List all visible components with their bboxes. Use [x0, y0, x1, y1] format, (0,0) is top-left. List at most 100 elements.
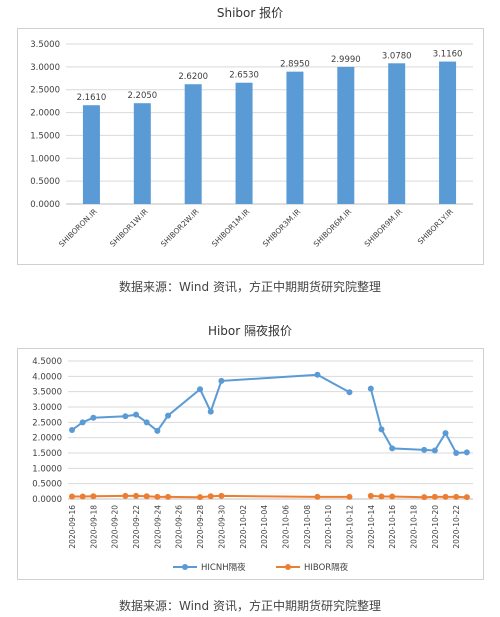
data-point: [442, 430, 449, 437]
y-tick-label: 0.0000: [30, 200, 60, 210]
y-tick-label: 1.0000: [32, 464, 62, 474]
series-line: [369, 388, 467, 455]
x-tick-label: 2020-10-12: [345, 505, 354, 549]
x-tick-label: 2020-10-18: [410, 505, 419, 549]
data-point: [90, 414, 97, 421]
data-point: [463, 449, 470, 456]
x-tick-label: SHIBOR2W.IR: [159, 207, 201, 249]
x-tick-label: 2020-10-02: [239, 505, 248, 549]
data-point: [122, 413, 129, 420]
hibor-chart-frame: 0.0000 0.5000 1.0000 1.5000 2.0000 2.5000 3.00…: [17, 348, 484, 580]
bar: [388, 63, 406, 204]
legend-label: HICNH隔夜: [201, 562, 246, 573]
data-point: [453, 493, 460, 500]
bar: [439, 61, 457, 204]
data-point: [421, 494, 428, 501]
data-label: 2.2050: [127, 91, 157, 101]
data-point: [314, 493, 321, 500]
legend-label: HIBOR隔夜: [304, 562, 349, 573]
x-tick-label: 2020-10-20: [431, 505, 440, 549]
data-point: [367, 385, 374, 392]
y-tick-label: 1.5000: [30, 131, 60, 141]
bar: [133, 103, 151, 204]
data-point: [207, 493, 214, 500]
x-tick-label: 2020-10-16: [388, 505, 397, 549]
data-label: 2.6200: [178, 72, 208, 82]
y-tick-label: 2.5000: [30, 86, 60, 96]
data-point: [79, 493, 86, 500]
y-tick-label: 3.0000: [30, 63, 60, 73]
data-point: [165, 493, 172, 500]
x-tick-label: 2020-09-20: [111, 505, 120, 549]
data-point: [143, 493, 150, 500]
data-point: [431, 447, 438, 454]
data-label: 2.8950: [280, 60, 310, 70]
bar: [235, 82, 253, 204]
data-label: 2.9990: [331, 55, 361, 65]
x-tick-label: SHIBOR1M.IR: [210, 207, 252, 249]
bar: [82, 105, 100, 204]
data-label: 3.0780: [382, 51, 412, 61]
data-point: [421, 446, 428, 453]
data-point: [122, 492, 129, 499]
data-point: [154, 493, 161, 500]
data-label: 2.1610: [77, 93, 107, 103]
data-point: [79, 419, 86, 426]
data-point: [346, 493, 353, 500]
data-point: [442, 493, 449, 500]
data-point: [378, 426, 385, 433]
y-tick-label: 3.0000: [32, 403, 62, 413]
y-tick-label: 1.0000: [30, 154, 60, 164]
x-tick-label: SHIBOR3M.IR: [261, 207, 303, 249]
y-tick-label: 0.5000: [30, 177, 60, 187]
x-tick-label: 2020-09-22: [132, 505, 141, 549]
bar: [286, 71, 304, 205]
y-tick-label: 2.5000: [32, 418, 62, 428]
data-point: [389, 445, 396, 452]
legend-marker: [285, 564, 291, 570]
data-point: [143, 419, 150, 426]
data-point: [431, 493, 438, 500]
chart-title-hibor: Hibor 隔夜报价: [207, 324, 293, 338]
bar: [337, 66, 355, 204]
x-tick-label: 2020-10-22: [452, 505, 461, 549]
x-tick-label: SHIBORON.IR: [57, 207, 99, 249]
x-tick-label: 2020-10-04: [260, 505, 269, 549]
y-tick-label: 0.0000: [32, 495, 62, 505]
source-note-2: 数据来源：Wind 资讯，方正中期期货研究院整理: [119, 599, 381, 613]
x-tick-label: 2020-10-14: [367, 505, 376, 549]
data-point: [453, 450, 460, 456]
data-point: [463, 494, 470, 501]
series-line: [370, 494, 467, 499]
x-tick-label: SHIBOR6M.IR: [312, 207, 354, 249]
data-point: [133, 492, 140, 499]
x-tick-label: 2020-09-24: [153, 505, 162, 549]
x-tick-label: 2020-10-08: [303, 505, 312, 549]
data-point: [69, 493, 75, 500]
x-tick-label: SHIBOR1Y.IR: [416, 207, 455, 246]
data-point: [197, 386, 204, 393]
y-tick-label: 3.5000: [30, 40, 60, 50]
data-point: [154, 427, 161, 434]
x-tick-label: 2020-09-26: [175, 505, 184, 549]
x-tick-label: 2020-10-10: [324, 505, 333, 549]
data-point: [207, 408, 214, 415]
data-point: [69, 427, 75, 433]
y-tick-label: 3.5000: [32, 388, 62, 398]
data-point: [389, 493, 396, 500]
shibor-chart-frame: 0.0000 0.5000 1.0000 1.5000 2.0000 2.5000 3.00…: [17, 28, 484, 265]
y-tick-label: 2.0000: [32, 434, 62, 444]
data-point: [218, 377, 225, 384]
data-point: [133, 411, 140, 418]
x-tick-label: 2020-09-16: [68, 505, 77, 549]
x-tick-label: SHIBOR9M.IR: [363, 207, 405, 249]
data-point: [165, 412, 172, 419]
data-point: [197, 494, 204, 501]
bar: [184, 84, 202, 204]
x-tick-label: 2020-10-06: [281, 505, 290, 549]
data-point: [346, 389, 353, 396]
hibor-line-chart: 0.0000 0.5000 1.0000 1.5000 2.0000 2.5000 3.00…: [32, 357, 473, 573]
y-tick-label: 4.5000: [32, 357, 62, 367]
data-point: [90, 493, 97, 500]
chart-title-shibor: Shibor 报价: [216, 6, 284, 20]
